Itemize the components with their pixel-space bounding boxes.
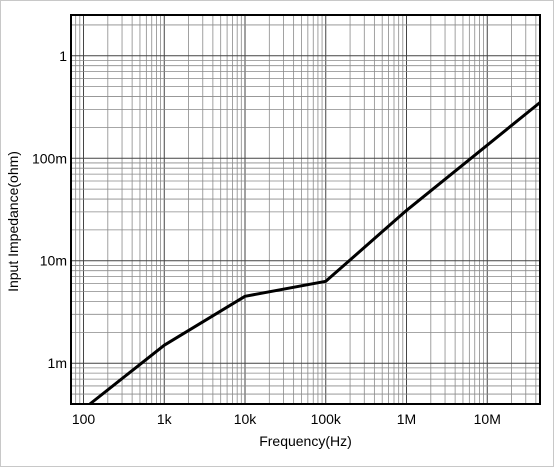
x-tick-labels: 100 1k 10k 100k 1M 10M bbox=[72, 411, 501, 427]
x-tick-label: 100 bbox=[72, 411, 96, 427]
y-tick-label: 1m bbox=[48, 355, 67, 371]
x-tick-label: 100k bbox=[311, 411, 342, 427]
y-tick-label: 1 bbox=[59, 48, 67, 64]
plot-area-border bbox=[70, 14, 541, 405]
x-tick-label: 1k bbox=[157, 411, 173, 427]
y-tick-label: 10m bbox=[40, 253, 67, 269]
x-axis-label: Frequency(Hz) bbox=[259, 433, 352, 449]
y-tick-label: 100m bbox=[32, 150, 67, 166]
x-tick-label: 1M bbox=[397, 411, 416, 427]
x-tick-label: 10M bbox=[474, 411, 501, 427]
grid bbox=[71, 15, 540, 404]
x-tick-label: 10k bbox=[234, 411, 258, 427]
y-axis-label: Input Impedance(ohm) bbox=[5, 151, 21, 292]
y-tick-labels: 1m 10m 100m 1 bbox=[32, 48, 67, 371]
impedance-curve-1 bbox=[88, 101, 541, 406]
series-layer bbox=[88, 101, 541, 406]
